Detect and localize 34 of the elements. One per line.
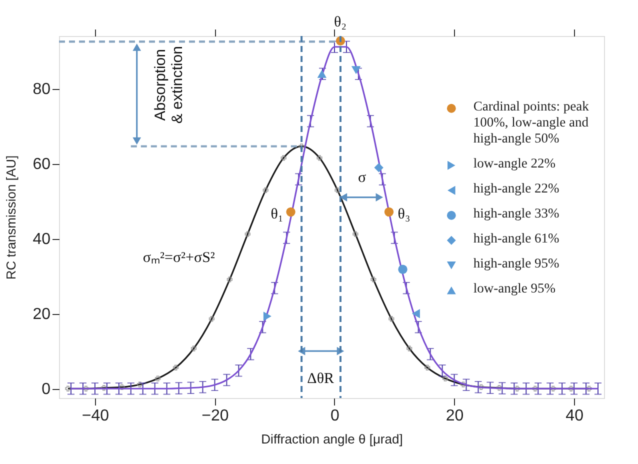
point [398, 264, 408, 274]
text: θ₂ [334, 14, 346, 31]
y-tick-label: 40 [32, 231, 51, 248]
y-tick-label: 0 [42, 381, 51, 398]
legend-label: high-angle 33% [473, 205, 560, 220]
annotation: σₘ²=σ²+σS² [142, 250, 216, 266]
x-tick-label: −40 [82, 408, 110, 424]
y-axis-title: RC transmission [AU] [4, 155, 19, 280]
annotation: Absorption & extinction [152, 46, 186, 124]
point [412, 308, 420, 318]
x-tick-label: 20 [446, 408, 464, 424]
annotation: σ [358, 170, 366, 186]
point [317, 70, 327, 78]
y-tick-label: 80 [32, 81, 51, 98]
point [286, 207, 296, 217]
legend-label: high-angle 95% [473, 255, 560, 270]
annotation: ΔθR [307, 371, 334, 388]
y-tick-label: 20 [32, 306, 51, 324]
legend-label: high-angle 22% [473, 180, 560, 196]
legend-label: high-angle 61% [473, 230, 560, 246]
x-tick-label: −20 [202, 408, 229, 424]
annotation: θ₁ [270, 206, 284, 222]
legend-label: Cardinal points: peak 100%, low-angle and high-angle 50% [473, 98, 590, 146]
y-tick-label: 60 [32, 156, 51, 174]
point [263, 312, 272, 321]
x-tick-label: 0 [330, 408, 340, 424]
point [351, 66, 361, 74]
annotation: θ₃ [398, 206, 410, 222]
legend-label: low-angle 22% [473, 155, 556, 170]
point [374, 163, 384, 172]
x-axis-title: Diffraction angle θ [μrad] [261, 432, 403, 446]
legend-label: low-angle 95% [473, 280, 556, 296]
x-tick-label: 40 [566, 408, 584, 424]
point [384, 207, 394, 217]
